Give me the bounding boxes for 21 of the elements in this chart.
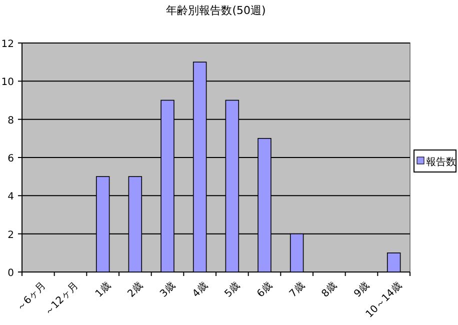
y-tick-label: 12 — [1, 39, 14, 50]
x-tick-label: 7歳 — [286, 280, 308, 300]
x-tick-label: 3歳 — [158, 280, 178, 300]
x-tick-label: 1歳 — [92, 280, 114, 300]
x-tick-label: ～6ヶ月 — [14, 280, 48, 314]
x-tick-label: 2歳 — [125, 280, 146, 300]
x-tick-label: 5歳 — [222, 280, 242, 300]
y-tick-label: 0 — [8, 268, 14, 279]
y-tick-label: 4 — [8, 192, 14, 203]
y-tick-label: 6 — [8, 154, 14, 164]
y-tick-label: 2 — [8, 230, 14, 241]
legend-label: 報告数 — [426, 156, 456, 168]
x-tick-label: 8歳 — [319, 280, 340, 300]
title: 年齢別報告数(50週) — [166, 4, 266, 17]
y-tick-label: 10 — [1, 77, 14, 88]
bar — [386, 252, 401, 272]
legend: 報告数 — [414, 150, 456, 172]
x-tick-label: 4歳 — [190, 280, 210, 300]
x-tick-label: 9歳 — [352, 280, 372, 300]
x-tick-label: 6歳 — [254, 280, 275, 300]
y-tick-label: 8 — [8, 115, 14, 126]
